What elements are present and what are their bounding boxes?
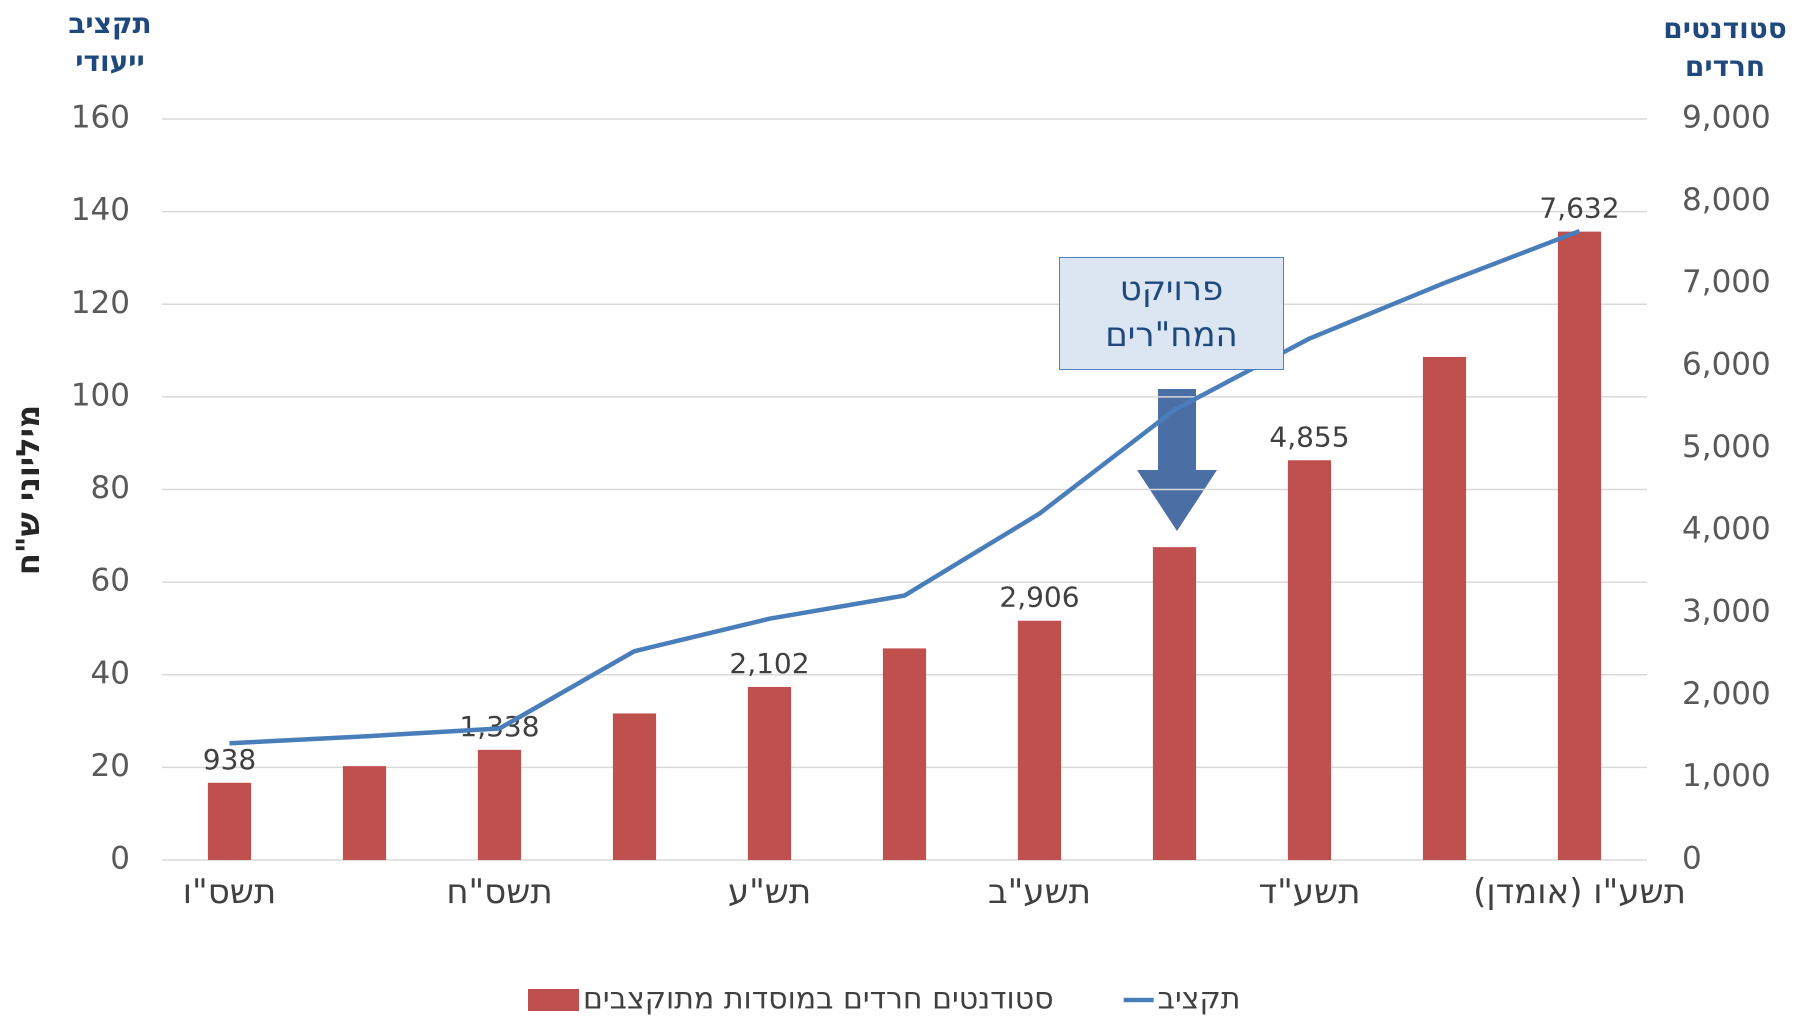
legend-item: סטודנטים חרדים במוסדות מתוקצבים (528, 982, 1054, 1017)
y-tick-label: 160 (71, 100, 130, 136)
bar (477, 749, 522, 860)
y2-tick-label: 3,000 (1682, 594, 1771, 630)
data-label: 7,632 (1539, 192, 1619, 225)
bar (1557, 231, 1602, 860)
y2-tick-label: 8,000 (1682, 182, 1771, 218)
bar (747, 686, 792, 860)
data-label: 938 (203, 743, 256, 776)
legend-label: סטודנטים חרדים במוסדות מתוקצבים (583, 982, 1054, 1017)
y-tick-label: 20 (91, 748, 130, 784)
bar (1152, 547, 1197, 860)
y-tick-label: 80 (91, 470, 130, 506)
y-tick-label: 60 (91, 563, 130, 599)
x-tick-label: תש"ע (727, 872, 812, 912)
x-tick-label: תשס"ח (446, 872, 553, 912)
bar (207, 782, 252, 860)
x-tick-label: תשע"ו (אומדן) (1473, 872, 1686, 912)
y-tick-label: 120 (71, 285, 130, 321)
bar (882, 648, 927, 860)
y-axis-label: מיליוני ש"ח (9, 405, 47, 575)
y-tick-label: 140 (71, 192, 130, 228)
y2-tick-label: 1,000 (1682, 758, 1771, 794)
bar (1422, 356, 1467, 860)
y-title: תקציב ייעודי (68, 7, 152, 78)
data-label: 4,855 (1269, 420, 1349, 453)
y2-tick-label: 2,000 (1682, 676, 1771, 712)
bar (342, 766, 387, 860)
y2-tick-label: 7,000 (1682, 264, 1771, 300)
legend-label: תקציב (1158, 982, 1241, 1017)
y2-tick-label: 0 (1682, 841, 1702, 877)
line (229, 228, 1581, 746)
legend-item: תקציב (1123, 982, 1241, 1017)
y2-title: סטודנטים חרדים (1663, 12, 1787, 83)
y2-tick-label: 9,000 (1682, 100, 1771, 136)
x-tick-label: תשע"ב (987, 872, 1091, 912)
bar (612, 713, 657, 860)
annotation: פרויקט המח"רים (1059, 257, 1284, 370)
data-label: 2,102 (729, 647, 809, 680)
bar (1017, 620, 1062, 860)
y-tick-label: 40 (91, 655, 130, 691)
y-tick-label: 0 (110, 841, 130, 877)
y2-tick-label: 4,000 (1682, 511, 1771, 547)
y2-tick-label: 5,000 (1682, 429, 1771, 465)
y2-tick-label: 6,000 (1682, 347, 1771, 383)
x-tick-label: תשס"ו (182, 872, 277, 912)
data-label: 2,906 (999, 581, 1079, 614)
x-tick-label: תשע"ד (1258, 872, 1361, 912)
bar (1287, 460, 1332, 860)
y-tick-label: 100 (71, 377, 130, 413)
legend-swatch (528, 989, 579, 1011)
